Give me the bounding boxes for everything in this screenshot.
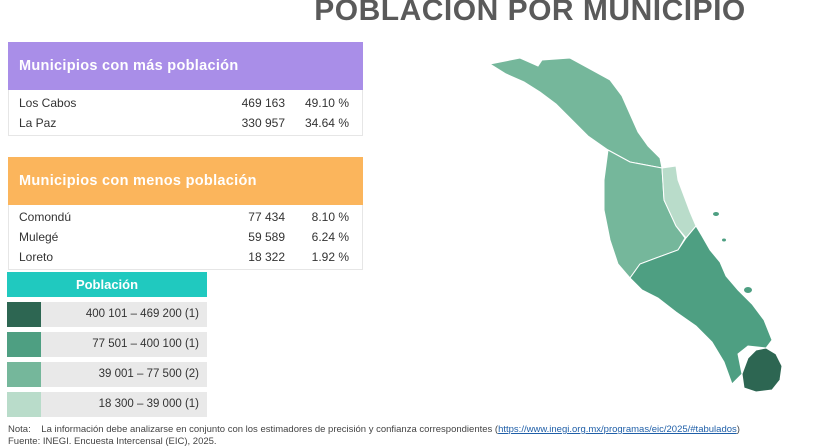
legend-label: 77 501 – 400 100 (1) [92,338,199,350]
legend-swatch [7,302,41,327]
legend-label: 39 001 – 77 500 (2) [98,368,199,380]
population-value: 469 163 [241,96,285,110]
map-island [722,238,726,242]
population-value: 330 957 [241,116,285,130]
source-note: Fuente: INEGI. Encuesta Intercensal (EIC… [8,436,217,447]
population-percent: 8.10 % [311,210,349,224]
legend-item: 18 300 – 39 000 (1) [7,392,207,417]
least-population-heading: Municipios con menos población [8,157,363,205]
table-row: La Paz 330 957 34.64 % [9,113,362,133]
legend-label: 18 300 – 39 000 (1) [98,398,199,410]
most-population-panel: Municipios con más población Los Cabos 4… [8,42,363,136]
most-population-heading: Municipios con más población [8,42,363,90]
municipio-name: Comondú [19,210,72,224]
population-legend: Población 400 101 – 469 200 (1) 77 501 –… [7,272,207,417]
table-row: Los Cabos 469 163 49.10 % [9,93,362,113]
municipio-name: Mulegé [19,230,59,244]
population-percent: 6.24 % [311,230,349,244]
footnote: Nota: La información debe analizarse en … [8,424,740,435]
legend-item: 77 501 – 400 100 (1) [7,332,207,357]
map-region-loreto[interactable] [661,165,697,239]
table-row: Loreto 18 322 1.92 % [9,247,362,267]
map-island [744,287,752,293]
legend-heading: Población [7,272,207,297]
population-value: 18 322 [248,250,285,264]
population-percent: 34.64 % [304,116,349,130]
map-region-los-cabos[interactable] [741,347,783,393]
table-row: Mulegé 59 589 6.24 % [9,227,362,247]
note-prefix: Nota: [8,424,31,435]
population-percent: 49.10 % [304,96,349,110]
page-title: POBLACIÓN POR MUNICIPIO [314,0,746,27]
legend-item: 39 001 – 77 500 (2) [7,362,207,387]
map-region-mulege[interactable] [488,57,663,169]
tabulados-link[interactable]: https://www.inegi.org.mx/programas/eic/2… [498,424,737,435]
map-region-la-paz[interactable] [629,225,773,385]
population-value: 59 589 [248,230,285,244]
legend-label: 400 101 – 469 200 (1) [85,308,199,320]
note-text: La información debe analizarse en conjun… [41,424,499,435]
municipio-name: La Paz [19,116,57,130]
population-value: 77 434 [248,210,285,224]
population-percent: 1.92 % [311,250,349,264]
legend-swatch [7,392,41,417]
municipalities-map [488,57,783,393]
legend-swatch [7,332,41,357]
map-island [713,212,719,216]
legend-item: 400 101 – 469 200 (1) [7,302,207,327]
least-population-panel: Municipios con menos población Comondú 7… [8,157,363,270]
municipio-name: Loreto [19,250,54,264]
note-suffix: ) [736,424,740,435]
legend-swatch [7,362,41,387]
municipio-name: Los Cabos [19,96,77,110]
table-row: Comondú 77 434 8.10 % [9,207,362,227]
